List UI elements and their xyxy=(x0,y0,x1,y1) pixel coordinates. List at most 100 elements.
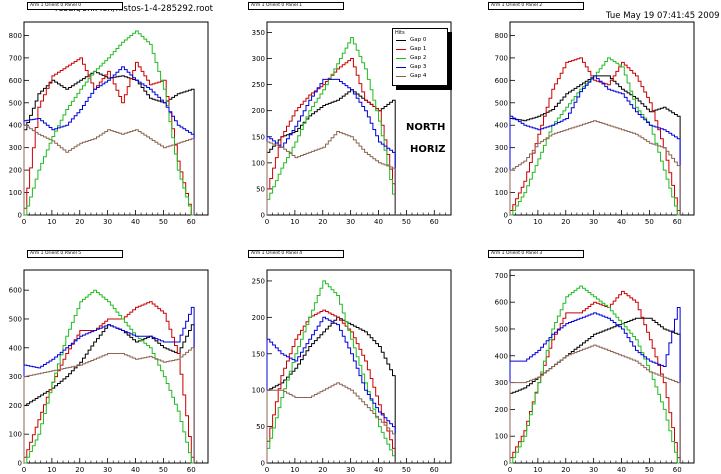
histogram-series-gap-1 xyxy=(23,301,195,463)
legend-item-gap4: Gap 4 xyxy=(396,73,442,80)
histogram-series-gap-2 xyxy=(510,57,681,216)
histogram-series-gap-1 xyxy=(509,57,681,215)
y-tick-label: 0 xyxy=(504,460,508,468)
legend-swatch xyxy=(396,49,406,50)
y-tick-label: 200 xyxy=(9,402,22,410)
x-tick-label: 0 xyxy=(265,466,269,474)
histogram-series-gap-4 xyxy=(266,131,396,215)
y-tick-label: 300 xyxy=(495,379,508,387)
y-tick-label: 800 xyxy=(9,32,22,40)
y-tick-label: 250 xyxy=(252,277,265,285)
x-tick-label: 60 xyxy=(673,466,682,474)
legend-label: Gap 2 xyxy=(410,55,427,61)
y-tick-label: 300 xyxy=(9,373,22,381)
x-tick-label: 20 xyxy=(561,218,570,226)
x-tick-label: 40 xyxy=(131,218,140,226)
x-tick-label: 60 xyxy=(673,218,682,226)
legend-item-gap0: Gap 0 xyxy=(396,37,442,44)
x-tick-label: 30 xyxy=(346,466,355,474)
x-tick-label: 30 xyxy=(589,218,598,226)
y-tick-label: 400 xyxy=(495,352,508,360)
y-tick-label: 0 xyxy=(261,460,265,468)
legend-item-gap1: Gap 1 xyxy=(396,46,442,53)
histogram-series-gap-3 xyxy=(509,75,681,215)
x-tick-label: 20 xyxy=(318,218,327,226)
y-tick-label: 0 xyxy=(504,212,508,220)
x-tick-label: 60 xyxy=(430,466,439,474)
y-tick-label: 300 xyxy=(252,55,265,63)
histogram-series-gap-1 xyxy=(509,290,681,463)
x-tick-label: 50 xyxy=(402,466,411,474)
x-tick-label: 10 xyxy=(533,218,542,226)
legend-swatch xyxy=(396,58,406,59)
histogram-series-gap-2 xyxy=(266,280,396,463)
x-tick-label: 10 xyxy=(290,466,299,474)
y-tick-label: 600 xyxy=(9,287,22,295)
x-tick-label: 40 xyxy=(617,466,626,474)
y-tick-label: 150 xyxy=(252,350,265,358)
y-tick-label: 150 xyxy=(252,133,265,141)
y-tick-label: 400 xyxy=(9,344,22,352)
plot-frame xyxy=(266,269,452,464)
x-tick-label: 10 xyxy=(533,466,542,474)
x-tick-label: 0 xyxy=(22,466,26,474)
histogram-series-gap-3 xyxy=(266,78,396,215)
x-tick-label: 40 xyxy=(374,218,383,226)
histogram-series-gap-4 xyxy=(23,347,195,463)
y-tick-label: 300 xyxy=(9,144,22,152)
timestamp: Tue May 19 07:41:45 2009 xyxy=(606,11,720,21)
y-tick-label: 800 xyxy=(495,32,508,40)
histogram-series-gap-2 xyxy=(266,37,396,215)
histogram-series-gap-1 xyxy=(266,58,396,215)
legend-title: Hits xyxy=(395,30,405,36)
plot-frame xyxy=(509,21,695,216)
y-tick-label: 100 xyxy=(495,433,508,441)
y-tick-label: 100 xyxy=(9,189,22,197)
y-tick-label: 0 xyxy=(261,212,265,220)
panel-title-2: Arm 1 Orient 0 Panel 2 xyxy=(488,2,584,10)
x-tick-label: 60 xyxy=(187,466,196,474)
histogram-panel-4: 0 10 20 30 40 50 60 0 50 100 150 200 250 xyxy=(252,269,452,474)
legend-label: Gap 3 xyxy=(410,64,427,70)
y-tick-label: 300 xyxy=(495,144,508,152)
x-tick-label: 10 xyxy=(47,466,56,474)
x-tick-label: 30 xyxy=(346,218,355,226)
y-tick-label: 50 xyxy=(256,185,265,193)
x-tick-label: 0 xyxy=(508,466,512,474)
histogram-panel-1: 0 10 20 30 40 50 60 0 50 100 150 200 250 300 350 xyxy=(252,21,452,226)
x-tick-label: 50 xyxy=(159,218,168,226)
x-tick-label: 50 xyxy=(159,466,168,474)
histogram-series-gap-3 xyxy=(23,306,195,463)
y-tick-label: 350 xyxy=(252,29,265,37)
x-tick-label: 60 xyxy=(430,218,439,226)
legend-swatch xyxy=(396,76,406,77)
y-tick-label: 600 xyxy=(9,77,22,85)
x-tick-label: 30 xyxy=(589,466,598,474)
histogram-series-gap-0 xyxy=(266,316,396,463)
legend-label: Gap 0 xyxy=(410,37,427,43)
legend-swatch xyxy=(396,67,406,68)
file-name: result/onlMon/histos-1-4-285292.root xyxy=(55,4,213,14)
y-tick-label: 200 xyxy=(495,167,508,175)
y-tick-label: 500 xyxy=(495,99,508,107)
x-tick-label: 40 xyxy=(131,466,140,474)
y-tick-label: 700 xyxy=(495,272,508,280)
y-tick-label: 200 xyxy=(9,167,22,175)
histogram-series-gap-4 xyxy=(266,382,396,463)
x-tick-label: 50 xyxy=(402,218,411,226)
x-tick-label: 50 xyxy=(645,466,654,474)
histogram-series-gap-3 xyxy=(266,316,396,463)
plot-frame xyxy=(23,21,209,216)
x-tick-label: 20 xyxy=(561,466,570,474)
histogram-series-gap-4 xyxy=(509,344,681,463)
legend: Hits Gap 0 Gap 1 Gap 2 Gap 3 Gap 4 xyxy=(392,28,448,86)
x-tick-label: 20 xyxy=(75,218,84,226)
y-tick-label: 0 xyxy=(18,460,22,468)
x-tick-label: 40 xyxy=(617,218,626,226)
panel-title-1: Arm 1 Orient 0 Panel 1 xyxy=(248,2,344,10)
